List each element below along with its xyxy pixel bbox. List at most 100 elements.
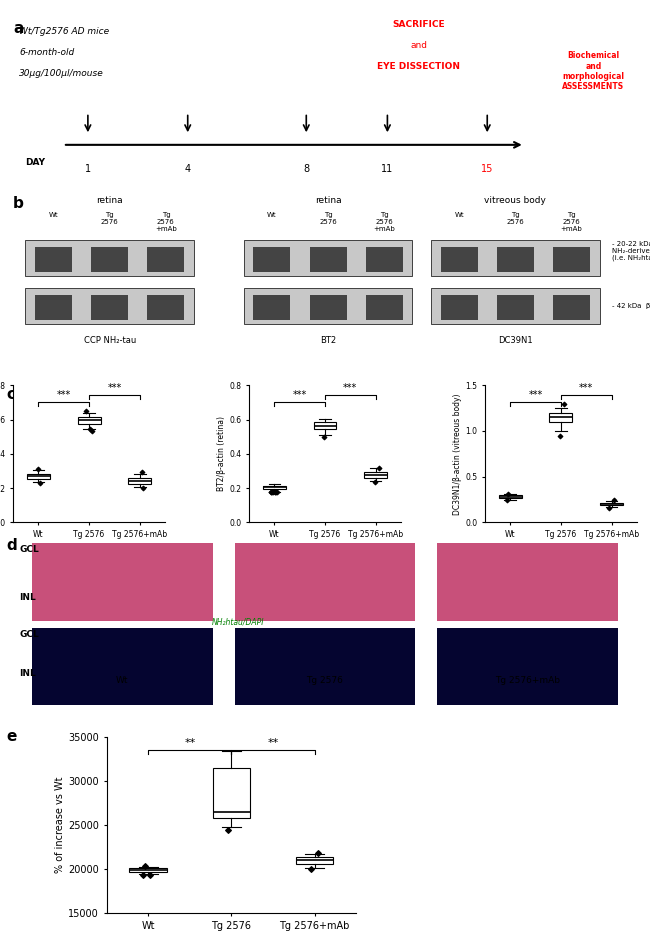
Text: GCL: GCL bbox=[20, 630, 39, 639]
Text: **: ** bbox=[184, 738, 196, 748]
Text: 1: 1 bbox=[84, 164, 91, 174]
Point bbox=[270, 484, 280, 500]
Text: Tg
2576
+mAb: Tg 2576 +mAb bbox=[560, 211, 582, 231]
FancyBboxPatch shape bbox=[431, 240, 599, 276]
Point bbox=[138, 867, 148, 883]
Point bbox=[136, 465, 147, 480]
Text: 15: 15 bbox=[481, 164, 493, 174]
Point bbox=[609, 493, 619, 508]
Text: 6-month-old: 6-month-old bbox=[20, 48, 75, 57]
FancyBboxPatch shape bbox=[25, 288, 194, 323]
Point bbox=[604, 501, 614, 516]
PathPatch shape bbox=[600, 502, 623, 505]
Text: 4: 4 bbox=[185, 164, 191, 174]
Text: CCP NH₂-tau: CCP NH₂-tau bbox=[84, 336, 136, 345]
Point bbox=[306, 862, 316, 877]
Point bbox=[35, 475, 46, 490]
Text: Wt: Wt bbox=[49, 211, 58, 218]
Text: Wt: Wt bbox=[454, 211, 464, 218]
Text: Tg
2576
+mAb: Tg 2576 +mAb bbox=[155, 211, 177, 231]
FancyBboxPatch shape bbox=[441, 295, 478, 320]
Text: 8: 8 bbox=[303, 164, 309, 174]
PathPatch shape bbox=[549, 412, 572, 422]
FancyBboxPatch shape bbox=[91, 295, 128, 320]
Point bbox=[503, 486, 514, 501]
Text: Tg
2576: Tg 2576 bbox=[101, 211, 118, 225]
Text: Wt/Tg2576 AD mice: Wt/Tg2576 AD mice bbox=[20, 27, 109, 36]
PathPatch shape bbox=[313, 422, 337, 428]
FancyBboxPatch shape bbox=[244, 240, 412, 276]
FancyBboxPatch shape bbox=[32, 629, 213, 704]
Point bbox=[270, 484, 281, 500]
Text: SACRIFICE: SACRIFICE bbox=[393, 20, 445, 29]
Point bbox=[138, 481, 148, 496]
FancyBboxPatch shape bbox=[35, 295, 72, 320]
Text: EYE DISSECTION: EYE DISSECTION bbox=[377, 62, 460, 71]
FancyBboxPatch shape bbox=[437, 629, 618, 704]
Text: retina: retina bbox=[315, 196, 341, 205]
Text: Wt: Wt bbox=[116, 676, 129, 685]
FancyBboxPatch shape bbox=[441, 247, 478, 272]
FancyBboxPatch shape bbox=[235, 629, 415, 704]
Text: - 42 kDa  β-actin: - 42 kDa β-actin bbox=[612, 302, 650, 309]
Text: INL: INL bbox=[20, 669, 36, 678]
PathPatch shape bbox=[27, 474, 50, 479]
FancyBboxPatch shape bbox=[254, 295, 291, 320]
Text: ***: *** bbox=[343, 384, 358, 393]
PathPatch shape bbox=[129, 868, 167, 871]
Text: - 20-22 kDa
NH₂-derived tau fragment
(i.e. NH₂htau): - 20-22 kDa NH₂-derived tau fragment (i.… bbox=[612, 241, 650, 261]
Point bbox=[319, 429, 330, 445]
Point bbox=[271, 484, 281, 500]
FancyBboxPatch shape bbox=[244, 288, 412, 323]
FancyBboxPatch shape bbox=[148, 295, 185, 320]
Text: ***: *** bbox=[579, 384, 593, 393]
PathPatch shape bbox=[213, 768, 250, 818]
FancyBboxPatch shape bbox=[437, 543, 618, 621]
FancyBboxPatch shape bbox=[254, 247, 291, 272]
FancyBboxPatch shape bbox=[497, 247, 534, 272]
Text: d: d bbox=[6, 538, 18, 553]
Point bbox=[81, 404, 92, 419]
Point bbox=[313, 846, 324, 861]
Point bbox=[502, 493, 513, 508]
Text: Biochemical
and
morphological
ASSESSMENTS: Biochemical and morphological ASSESSMENT… bbox=[562, 51, 625, 91]
Text: vitreous body: vitreous body bbox=[484, 196, 546, 205]
FancyBboxPatch shape bbox=[497, 295, 534, 320]
FancyBboxPatch shape bbox=[553, 247, 590, 272]
FancyBboxPatch shape bbox=[91, 247, 128, 272]
Text: ***: *** bbox=[292, 391, 307, 400]
Point bbox=[140, 859, 150, 874]
Text: retina: retina bbox=[96, 196, 123, 205]
Text: Wt: Wt bbox=[267, 211, 277, 218]
PathPatch shape bbox=[78, 417, 101, 424]
FancyBboxPatch shape bbox=[309, 295, 346, 320]
FancyBboxPatch shape bbox=[235, 543, 415, 621]
Text: **: ** bbox=[267, 738, 279, 748]
Text: Tg
2576
+mAb: Tg 2576 +mAb bbox=[373, 211, 395, 231]
Point bbox=[374, 460, 384, 475]
Point bbox=[370, 475, 381, 490]
Point bbox=[266, 484, 276, 500]
Text: DAY: DAY bbox=[25, 157, 46, 167]
Point bbox=[267, 484, 278, 500]
FancyBboxPatch shape bbox=[148, 247, 185, 272]
Text: b: b bbox=[13, 196, 24, 210]
PathPatch shape bbox=[129, 478, 151, 483]
FancyBboxPatch shape bbox=[431, 288, 599, 323]
PathPatch shape bbox=[296, 857, 333, 864]
Text: GCL: GCL bbox=[20, 545, 39, 554]
PathPatch shape bbox=[499, 496, 521, 499]
PathPatch shape bbox=[364, 472, 387, 478]
Point bbox=[222, 822, 233, 837]
Text: ***: *** bbox=[107, 384, 122, 393]
Text: ***: *** bbox=[57, 391, 71, 400]
FancyBboxPatch shape bbox=[32, 543, 213, 621]
FancyBboxPatch shape bbox=[553, 295, 590, 320]
FancyBboxPatch shape bbox=[309, 247, 346, 272]
Point bbox=[85, 421, 96, 436]
FancyBboxPatch shape bbox=[35, 247, 72, 272]
Point bbox=[32, 462, 43, 477]
Text: NH₂htau/DAPI: NH₂htau/DAPI bbox=[211, 618, 264, 627]
Point bbox=[267, 484, 278, 500]
Point bbox=[266, 484, 276, 500]
